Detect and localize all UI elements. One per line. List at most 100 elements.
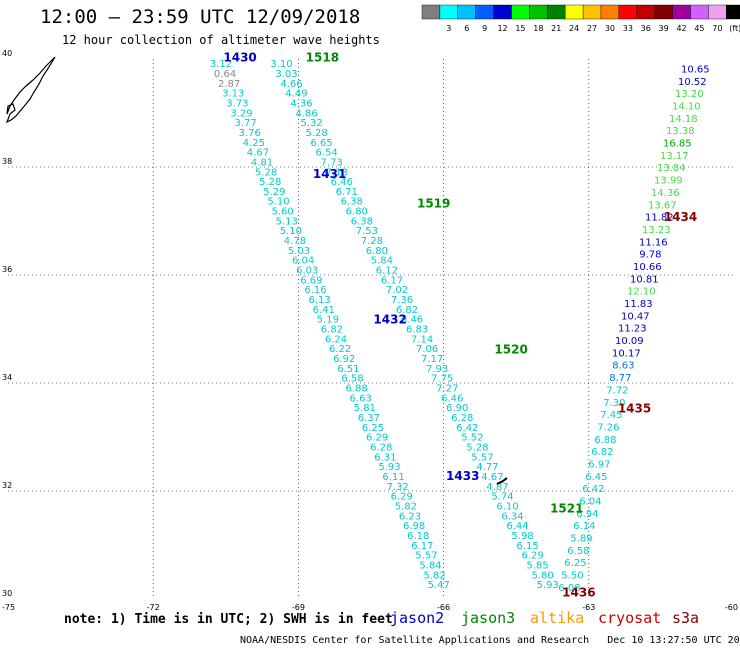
lon-tick-label: -69 — [292, 603, 305, 612]
wave-height-value: 6.28 — [451, 413, 473, 424]
wave-height-value: 6.34 — [501, 511, 523, 522]
wave-height-value: 4.78 — [284, 236, 306, 247]
wave-height-value: 6.88 — [594, 435, 616, 446]
wave-height-value: 5.28 — [305, 128, 327, 139]
colorbar-label: 30 — [605, 24, 615, 33]
wave-height-value: 14.18 — [669, 114, 698, 125]
wave-height-value: 10.66 — [633, 262, 662, 273]
wave-height-value: 16.85 — [663, 139, 692, 150]
wave-tick-mark — [496, 477, 508, 485]
colorbar-label: 3 — [446, 24, 451, 33]
wave-height-value: 3.10 — [270, 59, 292, 70]
lon-tick-label: -75 — [2, 603, 15, 612]
wave-height-value: 5.98 — [511, 531, 533, 542]
wave-height-value: 6.80 — [366, 246, 388, 257]
wave-height-value: 6.90 — [446, 403, 468, 414]
wave-height-value: 4.81 — [251, 157, 273, 168]
wave-height-value: 3.12 — [210, 59, 232, 70]
colorbar-swatch — [636, 4, 655, 20]
wave-height-value: 7.45 — [600, 410, 622, 421]
wave-height-value: 5.10 — [267, 197, 289, 208]
wave-height-value: 0.64 — [214, 69, 236, 80]
colorbar-swatch — [475, 4, 494, 20]
wave-height-value: 6.83 — [406, 325, 428, 336]
colorbar-label: 39 — [659, 24, 669, 33]
colorbar-swatch — [708, 4, 727, 20]
wave-height-value: 13.99 — [654, 176, 683, 187]
wave-height-value: 7.30 — [603, 398, 625, 409]
wave-height-value: 6.42 — [582, 484, 604, 495]
wave-height-value: 6.88 — [345, 384, 367, 395]
wave-height-value: 7.93 — [426, 364, 448, 375]
wave-height-value: 5.84 — [371, 256, 393, 267]
colorbar-label: 45 — [694, 24, 704, 33]
colorbar-label: 42 — [676, 24, 686, 33]
lat-tick-label: 38 — [2, 157, 12, 166]
wave-height-value: 7.17 — [421, 354, 443, 365]
wave-height-value: 5.19 — [317, 315, 339, 326]
colorbar-swatch — [547, 4, 566, 20]
wave-height-value: 6.42 — [456, 423, 478, 434]
wave-height-value: 6.45 — [585, 472, 607, 483]
wave-height-value: 2.87 — [218, 79, 240, 90]
lat-tick-label: 34 — [2, 373, 12, 382]
colorbar-swatch — [690, 4, 709, 20]
wave-height-value: 7.02 — [386, 285, 408, 296]
wave-height-value: 7.27 — [436, 384, 458, 395]
colorbar-swatch — [511, 4, 530, 20]
wave-height-value: 11.23 — [618, 324, 647, 335]
wave-height-value: 6.25 — [362, 423, 384, 434]
colorbar-swatch — [726, 4, 740, 20]
wave-height-value: 4.49 — [285, 89, 307, 100]
track-labels: 1430 1518 1431 1519 1432 1520 1433 1521 1434 1435… — [223, 51, 697, 600]
legend-jason3: jason3 — [461, 609, 516, 627]
wave-height-value: 5.89 — [570, 534, 592, 545]
wave-height-value: 5.81 — [354, 403, 376, 414]
wave-height-value: 5.13 — [276, 216, 298, 227]
wave-height-value: 4.77 — [476, 462, 498, 473]
wave-height-value: 5.82 — [395, 502, 417, 513]
wave-height-value: 8.63 — [612, 361, 634, 372]
colorbar-label: 70 — [712, 24, 722, 33]
wave-height-value: 5.57 — [471, 452, 493, 463]
wave-height-value: 6.65 — [311, 138, 333, 149]
colorbar-label: 18 — [533, 24, 543, 33]
wave-height-value: 7.75 — [431, 374, 453, 385]
wave-height-value: 10.47 — [621, 311, 650, 322]
wave-height-value: 3.73 — [226, 98, 248, 109]
lon-tick-label: -60 — [725, 603, 738, 612]
wave-height-value: 6.54 — [316, 148, 338, 159]
wave-height-value: 7.73 — [321, 157, 343, 168]
wave-height-value: 6.58 — [341, 374, 363, 385]
wave-height-value: 5.60 — [271, 207, 293, 218]
wave-height-value: 4.36 — [290, 98, 312, 109]
colorbar-swatch — [565, 4, 584, 20]
wave-height-value: 10.65 — [681, 65, 710, 76]
wave-height-value: 5.32 — [300, 118, 322, 129]
wave-height-value: 5.28 — [466, 443, 488, 454]
colorbar-swatch — [582, 4, 602, 20]
wave-height-value: 13.23 — [642, 225, 671, 236]
wave-height-value: 6.71 — [336, 187, 358, 198]
wave-height-value: 5.93 — [378, 462, 400, 473]
wave-height-value: 6.94 — [576, 509, 598, 520]
wave-height-value: 5.80 — [532, 570, 554, 581]
wave-height-value: 5.74 — [491, 492, 513, 503]
wave-height-value: 6.17 — [381, 275, 403, 286]
lon-tick-label: -66 — [437, 603, 450, 612]
wave-height-value: 6.82 — [396, 305, 418, 316]
wave-height-value: 7.26 — [597, 422, 619, 433]
wave-height-value: 7.32 — [387, 482, 409, 493]
wave-height-value: 7.72 — [606, 385, 628, 396]
wave-height-value: 6.58 — [567, 546, 589, 557]
wave-height-value: 10.52 — [678, 77, 707, 88]
colorbar-swatch — [672, 4, 691, 20]
wave-height-value: 6.41 — [313, 305, 335, 316]
wave-height-value: 6.08 — [558, 583, 580, 594]
track-values: 3.120.642.873.133.733.293.773.764.254.67… — [210, 59, 710, 594]
wave-height-value: 3.03 — [275, 69, 297, 80]
colorbar-label: 12 — [497, 24, 507, 33]
wave-height-value: 7.06 — [416, 344, 438, 355]
wave-height-value: 5.28 — [255, 167, 277, 178]
legend-altika: altika — [530, 609, 585, 627]
